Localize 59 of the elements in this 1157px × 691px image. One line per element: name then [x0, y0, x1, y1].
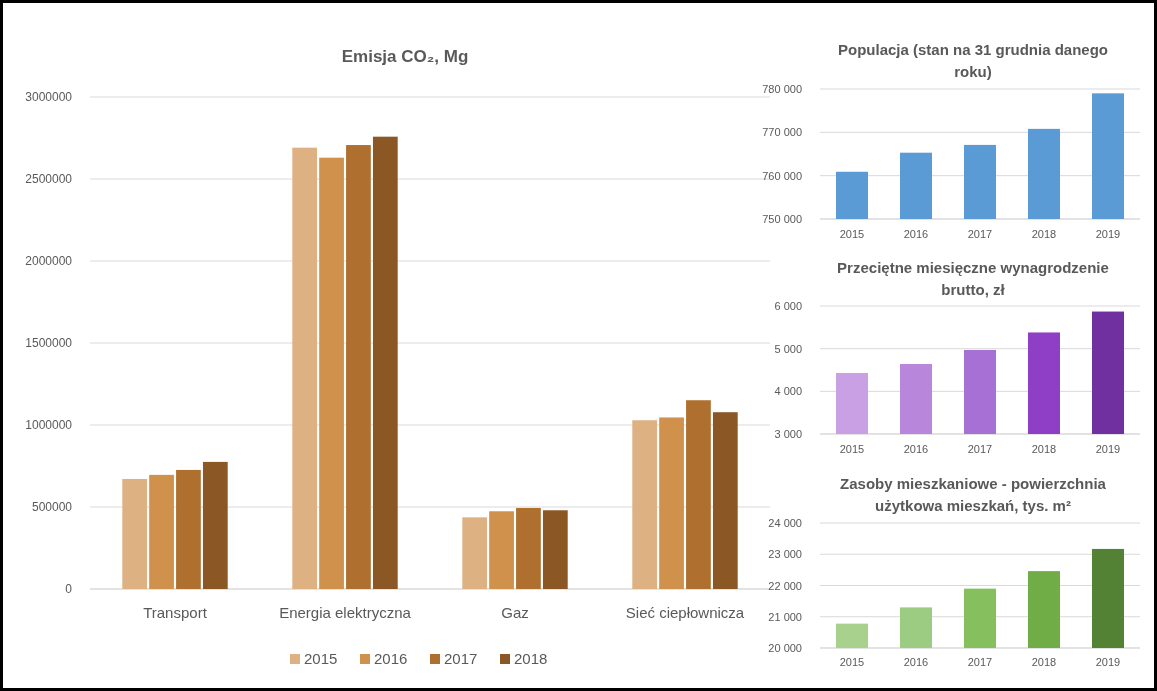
- y-tick-label: 760 000: [762, 169, 802, 182]
- x-tick-label: 2015: [839, 443, 865, 455]
- bar: [372, 136, 398, 589]
- bar: [176, 469, 201, 589]
- x-tick-label: 2016: [903, 443, 929, 455]
- bar: [632, 420, 658, 589]
- y-tick-label: 6 000: [774, 300, 802, 313]
- y-tick-label: 24 000: [768, 517, 802, 530]
- bar: [149, 474, 174, 589]
- bar: [659, 417, 684, 589]
- bar: [489, 511, 514, 589]
- x-tick-label: 2018: [1031, 228, 1057, 240]
- y-tick-label: 1000000: [25, 418, 73, 433]
- x-tick-label: 2018: [1031, 656, 1057, 668]
- bar: [516, 507, 541, 589]
- x-tick-label: 2016: [903, 228, 929, 240]
- x-tick-label: Gaz: [501, 604, 529, 621]
- y-tick-label: 780 000: [762, 83, 802, 96]
- bar: [202, 461, 228, 589]
- y-tick-label: 0: [65, 582, 73, 597]
- bar: [122, 478, 148, 589]
- y-tick-label: 3 000: [774, 428, 802, 441]
- x-tick-label: 2016: [903, 656, 929, 668]
- y-tick-label: 750 000: [762, 213, 802, 226]
- x-tick-label: 2015: [839, 228, 865, 240]
- x-tick-label: 2019: [1095, 656, 1121, 668]
- x-tick-label: 2019: [1095, 228, 1121, 240]
- y-tick-label: 21 000: [768, 610, 802, 623]
- chart-title: Przeciętne miesięczne wynagrodzenie brutto, zł: [837, 259, 1109, 298]
- x-tick-label: 2018: [1031, 443, 1057, 455]
- y-tick-label: 20 000: [768, 642, 802, 655]
- y-tick-label: 770 000: [762, 126, 802, 139]
- x-tick-label: Sieć ciepłownicza: [625, 604, 745, 621]
- chart-title: Emisja CO₂, Mg: [341, 47, 469, 66]
- y-tick-label: 1500000: [25, 336, 73, 351]
- bar: [712, 412, 738, 589]
- y-tick-label: 22 000: [768, 579, 802, 592]
- y-tick-label: 5 000: [774, 342, 802, 355]
- y-tick-label: 500000: [31, 500, 73, 515]
- y-tick-label: 2000000: [25, 254, 73, 269]
- bar: [346, 145, 371, 589]
- x-tick-label: 2019: [1095, 443, 1121, 455]
- x-tick-label: 2017: [967, 443, 993, 455]
- bar: [319, 157, 344, 589]
- x-tick-label: Transport: [143, 604, 208, 621]
- bar: [542, 510, 568, 589]
- y-tick-label: 2500000: [25, 172, 73, 187]
- x-tick-label: 2015: [839, 656, 865, 668]
- bar: [292, 147, 318, 589]
- x-tick-label: 2017: [967, 228, 993, 240]
- x-tick-label: 2017: [967, 656, 993, 668]
- x-tick-label: Energia elektryczna: [279, 604, 412, 621]
- y-tick-label: 4 000: [774, 385, 802, 398]
- y-tick-label: 3000000: [25, 90, 73, 105]
- bar: [686, 400, 711, 589]
- y-tick-label: 23 000: [768, 548, 802, 561]
- chart-title: Populacja (stan na 31 grudnia danego roku): [837, 41, 1109, 80]
- bar: [462, 517, 488, 589]
- chart-title: Zasoby mieszkaniowe - powierzchnia użytkowa mieszkań, tys. m²: [840, 475, 1107, 514]
